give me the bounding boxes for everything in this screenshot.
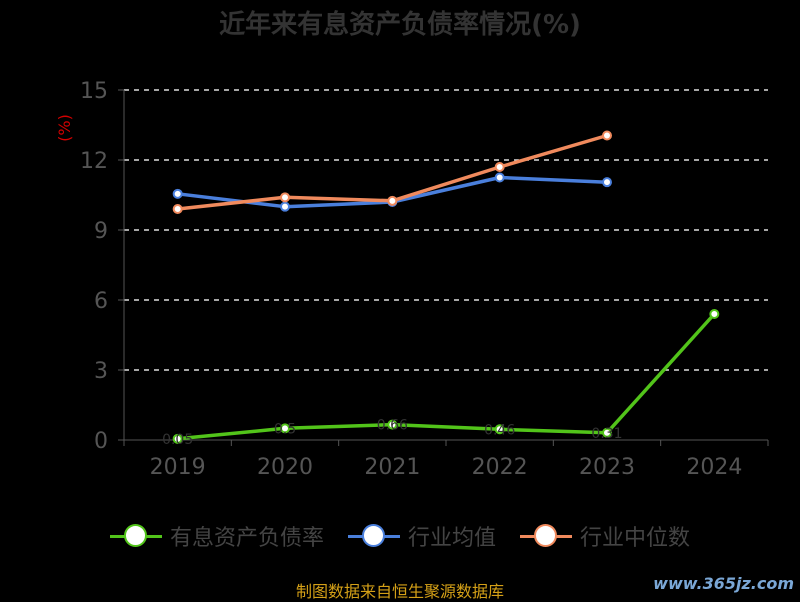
legend-swatch — [109, 524, 162, 548]
data-point — [172, 433, 183, 444]
legend-item[interactable]: 有息资产负债率 — [109, 520, 324, 552]
chart-title: 近年来有息资产负债率情况(%) — [219, 10, 581, 40]
data-point — [494, 424, 505, 435]
legend-swatch — [347, 524, 400, 548]
y-axis-label: (%) — [55, 114, 74, 142]
x-tick-label: 2022 — [472, 455, 528, 480]
x-tick-label: 2019 — [150, 455, 206, 480]
y-tick-label: 3 — [94, 359, 108, 384]
y-tick-label: 0 — [94, 429, 108, 454]
data-label: 0.46 — [484, 422, 515, 438]
x-tick-label: 2021 — [364, 455, 420, 480]
legend-label: 有息资产负债率 — [169, 526, 324, 551]
y-tick-label: 15 — [80, 79, 108, 104]
data-point — [280, 423, 290, 434]
data-point — [280, 192, 290, 203]
data-point — [602, 130, 612, 141]
axes: 0 3 6 9 12 15 2019 2020 2021 2022 2023 2024 — [80, 79, 769, 480]
legend-swatch — [520, 524, 572, 548]
y-tick-label: 6 — [94, 289, 108, 314]
data-point — [709, 309, 720, 319]
legend-item[interactable]: 行业中位数 — [520, 520, 690, 552]
y-tick-label: 9 — [94, 219, 108, 244]
data-point — [494, 172, 505, 183]
watermark: www.365jz.com — [653, 574, 794, 593]
x-tick-label: 2020 — [257, 455, 313, 480]
source-note: 制图数据来自恒生聚源数据库 — [295, 582, 504, 601]
data-point — [172, 188, 183, 199]
legend-label: 行业均值 — [407, 526, 496, 551]
data-point — [387, 195, 398, 206]
x-tick-label: 2024 — [686, 455, 742, 480]
data-label: 0.05 — [162, 432, 193, 448]
data-point — [387, 419, 398, 430]
legend: 有息资产负债率 行业均值 行业中位数 — [0, 520, 800, 552]
data-point — [494, 162, 505, 172]
data-label: 0.31 — [591, 426, 622, 442]
series-layer: 0.05 0.5 0.66 0.46 0.31 — [162, 130, 720, 448]
data-point — [172, 204, 183, 214]
x-tick-label: 2023 — [579, 455, 635, 480]
data-point — [602, 177, 612, 188]
series-line-0 — [177, 312, 716, 441]
data-label: 0.66 — [377, 418, 408, 434]
grid-lines — [124, 89, 768, 371]
legend-item[interactable]: 行业均值 — [347, 520, 496, 552]
data-point — [280, 201, 290, 212]
legend-label: 行业中位数 — [580, 526, 691, 551]
y-tick-label: 12 — [80, 149, 108, 174]
data-point — [602, 427, 612, 438]
data-label: 0.5 — [274, 421, 296, 437]
